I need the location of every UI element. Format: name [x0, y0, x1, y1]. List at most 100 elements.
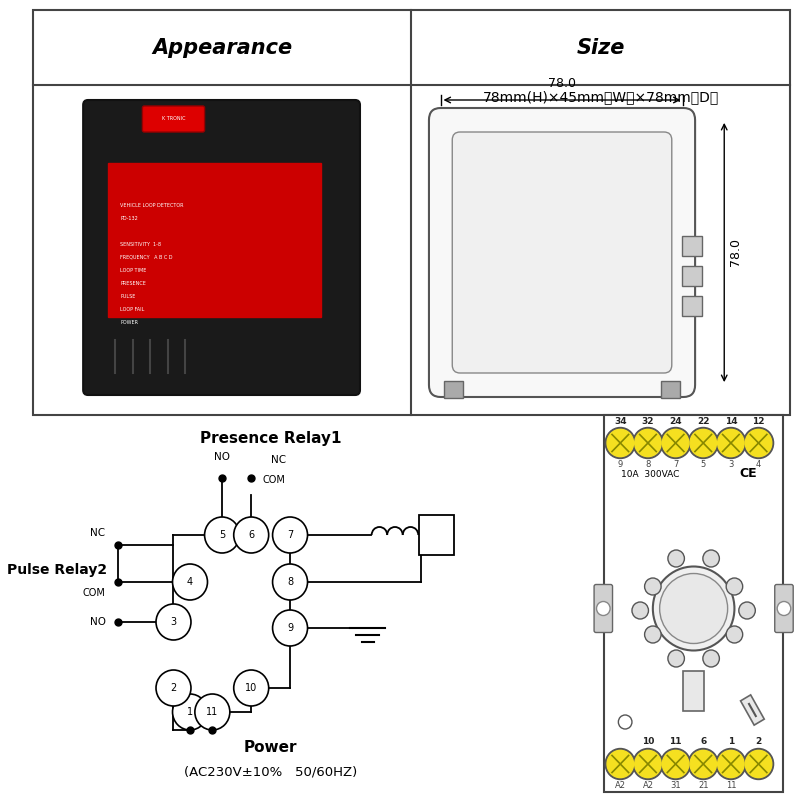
Circle shape	[662, 430, 689, 457]
FancyBboxPatch shape	[109, 163, 321, 317]
Circle shape	[156, 670, 191, 706]
Circle shape	[668, 650, 685, 667]
Circle shape	[607, 430, 634, 457]
Circle shape	[173, 694, 207, 730]
Text: COM: COM	[82, 588, 106, 598]
FancyBboxPatch shape	[661, 381, 679, 398]
Circle shape	[634, 750, 661, 778]
Text: 4: 4	[756, 461, 761, 470]
Circle shape	[690, 430, 717, 457]
FancyBboxPatch shape	[445, 381, 463, 398]
FancyBboxPatch shape	[682, 266, 702, 286]
Text: 14: 14	[725, 417, 737, 426]
FancyBboxPatch shape	[774, 585, 794, 633]
Text: K TRONIC: K TRONIC	[162, 117, 186, 122]
Text: 2: 2	[170, 683, 177, 693]
Circle shape	[746, 750, 772, 778]
Text: 11: 11	[670, 738, 682, 746]
Circle shape	[716, 427, 746, 458]
FancyBboxPatch shape	[594, 585, 613, 633]
Text: 11: 11	[206, 707, 218, 717]
Circle shape	[633, 749, 663, 779]
Text: Power: Power	[244, 741, 298, 755]
Circle shape	[234, 517, 269, 553]
Text: 9: 9	[618, 461, 623, 470]
Text: 8: 8	[646, 461, 650, 470]
Text: 3: 3	[728, 461, 734, 470]
Circle shape	[618, 715, 632, 729]
Circle shape	[660, 574, 728, 643]
Text: NO: NO	[90, 617, 106, 627]
Text: VEHICLE LOOP DETECTOR: VEHICLE LOOP DETECTOR	[120, 202, 183, 207]
Circle shape	[205, 517, 239, 553]
Text: LOOP FAIL: LOOP FAIL	[120, 306, 145, 311]
Text: FREQUENCY   A B C D: FREQUENCY A B C D	[120, 254, 173, 259]
Text: Appearance: Appearance	[152, 38, 292, 58]
Text: 78.0: 78.0	[548, 77, 576, 90]
Text: 24: 24	[670, 417, 682, 426]
Text: 78mm(H)×45mm（W）×78mm（D）: 78mm(H)×45mm（W）×78mm（D）	[482, 90, 719, 104]
Text: 4: 4	[187, 577, 193, 587]
Circle shape	[632, 602, 649, 619]
Text: A2: A2	[642, 782, 654, 790]
Text: 1: 1	[187, 707, 193, 717]
Circle shape	[703, 650, 719, 667]
Text: NO: NO	[214, 452, 230, 462]
Circle shape	[633, 427, 663, 458]
FancyBboxPatch shape	[682, 296, 702, 316]
Text: 31: 31	[670, 782, 681, 790]
Text: 10: 10	[245, 683, 258, 693]
FancyBboxPatch shape	[452, 132, 672, 373]
Circle shape	[743, 749, 774, 779]
Text: 5: 5	[701, 461, 706, 470]
Text: Presence Relay1: Presence Relay1	[200, 430, 342, 446]
Circle shape	[661, 749, 690, 779]
Text: 21: 21	[698, 782, 709, 790]
Text: PRESENCE: PRESENCE	[120, 281, 146, 286]
Text: 11: 11	[726, 782, 736, 790]
Text: 3: 3	[170, 617, 177, 627]
Text: 78.0: 78.0	[729, 238, 742, 266]
Text: 9: 9	[287, 623, 293, 633]
Text: 6: 6	[248, 530, 254, 540]
FancyBboxPatch shape	[419, 515, 454, 555]
Text: COM: COM	[263, 475, 286, 485]
Text: Size: Size	[577, 38, 625, 58]
Text: 10: 10	[642, 738, 654, 746]
Circle shape	[777, 602, 790, 615]
Circle shape	[688, 749, 718, 779]
Text: 32: 32	[642, 417, 654, 426]
Text: 10A  300VAC: 10A 300VAC	[622, 470, 680, 479]
Circle shape	[703, 550, 719, 567]
Text: 2: 2	[755, 738, 762, 746]
Text: NC: NC	[270, 455, 286, 465]
Circle shape	[718, 430, 744, 457]
Circle shape	[195, 694, 230, 730]
Circle shape	[273, 517, 307, 553]
Circle shape	[726, 626, 742, 643]
Circle shape	[645, 578, 661, 595]
Circle shape	[645, 626, 661, 643]
Circle shape	[634, 430, 661, 457]
Circle shape	[173, 564, 207, 600]
FancyBboxPatch shape	[429, 108, 695, 397]
Circle shape	[653, 566, 734, 650]
Circle shape	[668, 550, 685, 567]
Text: LOOP TIME: LOOP TIME	[120, 267, 146, 273]
Circle shape	[746, 430, 772, 457]
FancyBboxPatch shape	[682, 236, 702, 256]
FancyBboxPatch shape	[83, 100, 360, 395]
Circle shape	[156, 604, 191, 640]
Text: LOOP: LOOP	[432, 522, 442, 549]
Text: 5: 5	[219, 530, 225, 540]
Text: Pulse Relay2: Pulse Relay2	[7, 563, 107, 577]
Circle shape	[716, 749, 746, 779]
Circle shape	[273, 610, 307, 646]
Circle shape	[690, 750, 717, 778]
Text: CE: CE	[740, 467, 758, 480]
FancyBboxPatch shape	[683, 671, 704, 711]
Circle shape	[718, 750, 744, 778]
Text: POWER: POWER	[120, 319, 138, 325]
Text: 1: 1	[728, 738, 734, 746]
Circle shape	[743, 427, 774, 458]
